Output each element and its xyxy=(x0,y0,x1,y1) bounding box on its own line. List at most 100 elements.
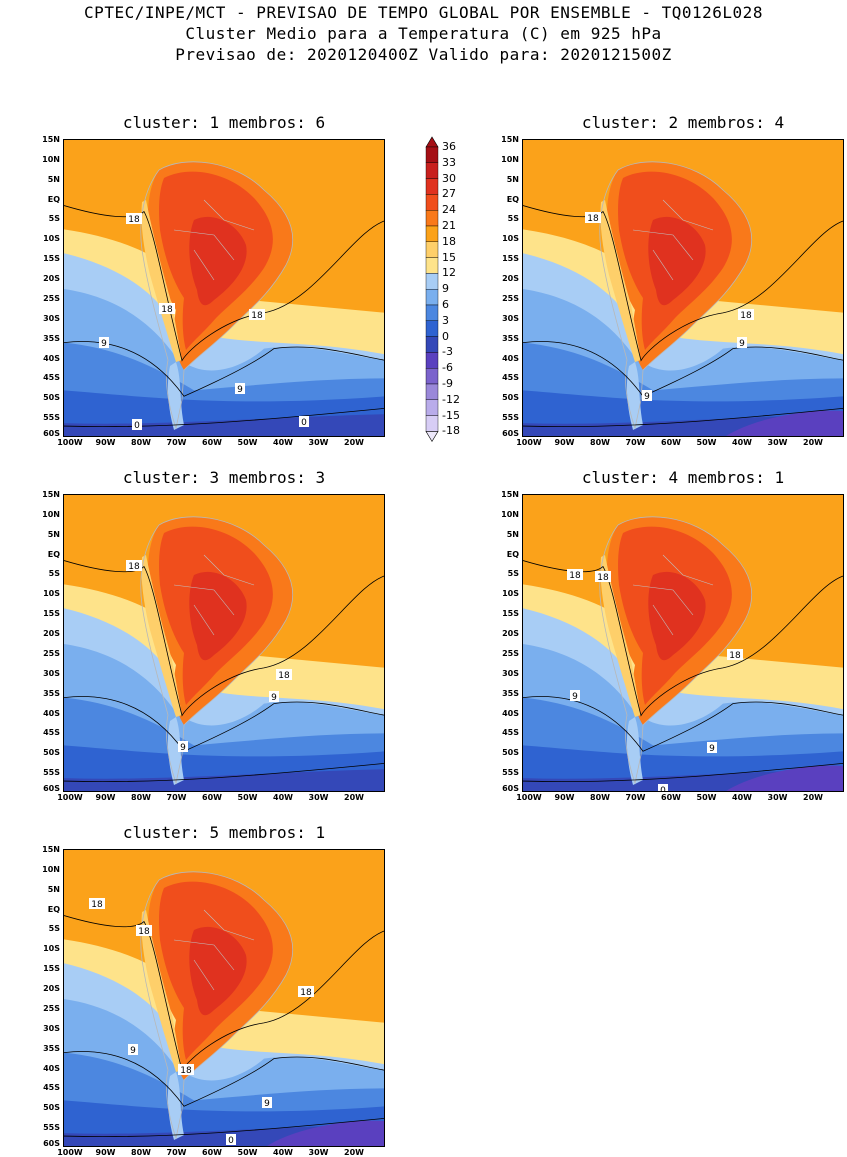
temperature-map: 18 18 9 9 xyxy=(522,139,844,437)
colorbar-label: 33 xyxy=(442,155,456,169)
contour-label: 9 xyxy=(235,383,245,395)
lat-tick-label: 15N xyxy=(42,135,60,144)
lat-tick-label: 15N xyxy=(501,135,519,144)
lat-tick-label: 35S xyxy=(502,333,519,343)
contour-label: 9 xyxy=(178,741,188,753)
lat-tick-label: 35S xyxy=(43,688,60,698)
svg-text:0: 0 xyxy=(301,418,307,428)
lat-tick-label: 35S xyxy=(43,333,60,343)
contour-label: 0 xyxy=(299,416,309,428)
lat-tick-label: 10S xyxy=(502,589,519,599)
lat-tick-label: 20S xyxy=(43,984,60,994)
cluster-title: cluster: 3 membros: 3 xyxy=(122,468,326,487)
lon-tick-label: 30W xyxy=(308,438,329,447)
colorbar-label: -6 xyxy=(442,361,453,375)
lat-tick-label: 60S xyxy=(43,784,60,793)
lat-tick-label: 40S xyxy=(43,353,60,363)
svg-text:18: 18 xyxy=(740,311,752,321)
svg-text:0: 0 xyxy=(134,421,140,431)
header-line-3: Previsao de: 2020120400Z Valido para: 20… xyxy=(175,45,672,64)
lat-tick-label: 35S xyxy=(43,1043,60,1053)
lon-tick-label: 40W xyxy=(273,438,293,447)
lat-tick-label: 10N xyxy=(42,864,60,874)
colorbar-swatch xyxy=(425,178,439,195)
colorbar-label: 6 xyxy=(442,298,449,311)
lat-tick-label: 20S xyxy=(43,274,60,284)
lat-tick-label: 5S xyxy=(48,569,60,579)
lat-tick-label: 50S xyxy=(43,393,60,403)
lon-tick-label: 80W xyxy=(590,438,610,447)
lon-tick-label: 50W xyxy=(696,438,717,447)
contour-label: 0 xyxy=(226,1134,236,1146)
svg-text:18: 18 xyxy=(128,215,140,225)
lon-tick-label: 20W xyxy=(344,438,364,447)
colorbar-label: 18 xyxy=(442,234,456,248)
svg-text:9: 9 xyxy=(101,339,107,349)
lon-tick-label: 60W xyxy=(661,438,681,447)
lat-tick-label: EQ xyxy=(47,549,60,559)
svg-text:18: 18 xyxy=(161,305,173,315)
lon-tick-label: 50W xyxy=(237,1148,258,1157)
lat-tick-label: 30S xyxy=(43,668,60,678)
contour-label: 18 xyxy=(159,303,175,315)
header-line-1: CPTEC/INPE/MCT - PREVISAO DE TEMPO GLOBA… xyxy=(84,3,763,22)
colorbar-swatch xyxy=(425,162,439,179)
contour-label: 18 xyxy=(727,649,743,661)
lat-tick-label: 10S xyxy=(43,944,60,954)
colorbar-label: 12 xyxy=(442,266,456,280)
svg-text:9: 9 xyxy=(264,1099,270,1109)
lon-tick-label: 40W xyxy=(732,438,752,447)
lon-tick-label: 90W xyxy=(95,1148,116,1157)
lon-tick-label: 70W xyxy=(166,793,187,802)
contour-label: 18 xyxy=(89,898,105,910)
lon-tick-label: 70W xyxy=(625,438,646,447)
colorbar-swatch xyxy=(425,304,439,322)
colorbar-swatch xyxy=(425,209,439,227)
lat-tick-label: 30S xyxy=(502,668,519,678)
lat-tick-label: 5N xyxy=(47,174,60,184)
contour-label: 9 xyxy=(642,390,652,402)
svg-text:18: 18 xyxy=(128,562,140,572)
cluster-title: cluster: 2 membros: 4 xyxy=(581,113,785,132)
svg-text:18: 18 xyxy=(91,900,103,910)
contour-label: 9 xyxy=(99,337,109,349)
lon-tick-label: 20W xyxy=(344,793,364,802)
colorbar-label: 15 xyxy=(442,250,456,264)
svg-text:18: 18 xyxy=(597,573,609,583)
lon-tick-label: 100W xyxy=(57,438,83,447)
lat-tick-label: EQ xyxy=(506,549,519,559)
lon-tick-label: 90W xyxy=(95,793,116,802)
svg-text:18: 18 xyxy=(278,671,290,681)
lat-tick-label: 20S xyxy=(43,629,60,639)
lon-tick-label: 70W xyxy=(625,793,646,802)
lat-tick-label: 55S xyxy=(502,768,519,778)
lon-tick-label: 70W xyxy=(166,1148,187,1157)
svg-text:0: 0 xyxy=(228,1136,234,1146)
contour-label: 18 xyxy=(249,309,265,321)
contour-label: 0 xyxy=(132,419,142,431)
lat-tick-label: 55S xyxy=(43,413,60,423)
contour-label: 0 xyxy=(658,784,668,792)
lat-tick-label: 50S xyxy=(502,393,519,403)
colorbar-label: -9 xyxy=(442,377,453,390)
svg-text:9: 9 xyxy=(130,1046,136,1056)
lon-tick-label: 90W xyxy=(554,438,575,447)
lat-tick-label: 15S xyxy=(502,609,519,619)
lat-tick-label: 40S xyxy=(43,1063,60,1073)
lon-tick-label: 80W xyxy=(131,1148,151,1157)
lon-tick-label: 60W xyxy=(202,793,222,802)
svg-text:0: 0 xyxy=(660,786,666,792)
lat-tick-label: EQ xyxy=(47,904,60,914)
lat-tick-label: 15N xyxy=(42,490,60,499)
lon-tick-label: 20W xyxy=(344,1148,364,1157)
lon-tick-label: 90W xyxy=(95,438,116,447)
lon-tick-label: 100W xyxy=(516,438,542,447)
lon-tick-label: 80W xyxy=(131,438,151,447)
lon-tick-label: 60W xyxy=(202,438,222,447)
lon-tick-label: 30W xyxy=(308,793,329,802)
lat-tick-label: 25S xyxy=(43,293,60,303)
lat-tick-label: 10N xyxy=(42,154,60,164)
lat-tick-label: 25S xyxy=(43,648,60,658)
lon-tick-label: 20W xyxy=(803,793,823,802)
lon-tick-label: 50W xyxy=(237,438,258,447)
